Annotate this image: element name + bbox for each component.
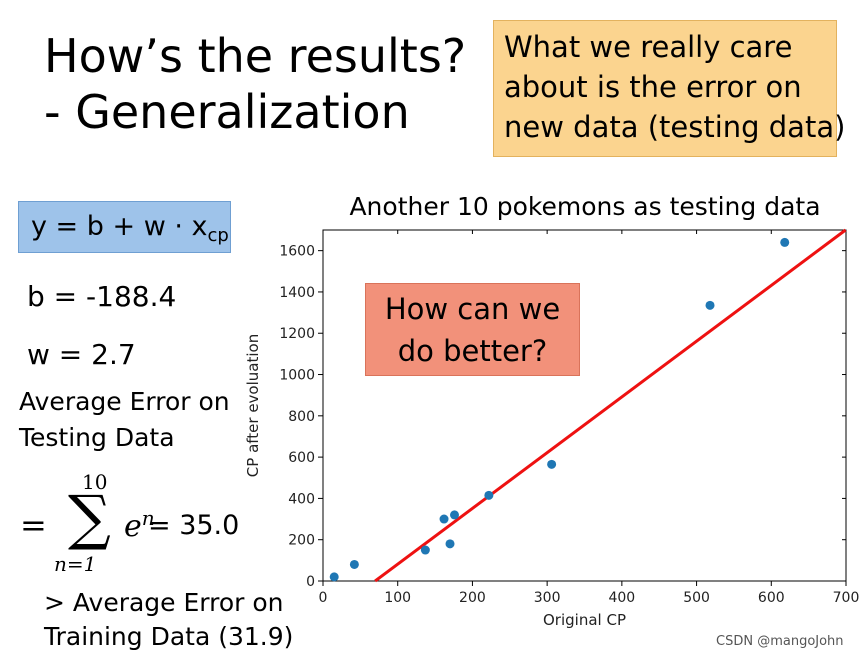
x-tick-label: 0 [319,590,328,606]
testing-error-callout: What we really care about is the error o… [493,20,846,157]
data-point [445,539,455,549]
x-tick-label: 300 [534,590,561,606]
callout-mid-line: How can we [384,292,561,326]
model-formula: y = b + w · xcp [18,201,231,253]
y-tick-label: 1600 [279,244,315,260]
y-tick-label: 1000 [279,368,315,384]
sum-lower-bound: n=1 [54,552,97,576]
avg-error-testing-label: Average Error on Testing Data [19,384,230,456]
callout-mid-line: do better? [397,334,548,368]
avg-train-line: > Average Error on [44,588,284,617]
watermark: CSDN @mangoJohn [716,634,844,649]
sum-upper-bound: 10 [82,470,108,494]
scatter-chart: 0 100 200 300 400 500 600 700 0 200 400 600 800 1000 1… [244,228,860,629]
avg-test-line: Average Error on [19,387,230,416]
y-tick-label: 200 [288,533,315,549]
y-tick-label: 1400 [279,285,315,301]
x-axis-label: Original CP [543,611,626,629]
data-point [547,459,557,469]
data-point [329,572,339,582]
callout-line: new data (testing data) [504,110,846,144]
data-point [420,545,430,555]
data-point [484,490,494,500]
x-tick-label: 600 [758,590,785,606]
term-base: e [124,509,142,544]
avg-test-line: Testing Data [19,423,175,452]
x-tick-label: 400 [608,590,635,606]
y-axis-label: CP after evoluation [244,334,262,477]
term-exponent: n [141,506,155,530]
data-point [439,514,449,524]
callout-line: about is the error on [504,70,802,104]
error-sum-expression: = 10 ∑ n=1 en = 35.0 [20,470,260,580]
sum-value: = 35.0 [148,510,240,541]
y-tick-label: 800 [288,409,315,425]
x-tick-label: 500 [683,590,710,606]
x-tick-label: 700 [833,590,860,606]
avg-error-training-label: > Average Error on Training Data (31.9) [44,586,293,654]
b-value: b = -188.4 [27,280,177,313]
sum-term: en [124,506,155,544]
title-line-1: How’s the results? [44,29,467,83]
formula-subscript: cp [207,225,229,246]
w-value: w = 2.7 [27,338,136,371]
x-tick-label: 200 [459,590,486,606]
y-tick-label: 1200 [279,326,315,342]
sigma-symbol: ∑ [68,483,111,553]
chart-title: Another 10 pokemons as testing data [349,192,821,221]
title-line-2: - Generalization [44,85,410,139]
slide-title: How’s the results? - Generalization [44,28,474,140]
x-tick-label: 100 [384,590,411,606]
sum-equals: = [20,506,47,544]
avg-train-line: Training Data (31.9) [44,622,294,651]
plot-frame [322,229,847,582]
data-point [449,510,459,520]
regression-line [374,228,847,583]
callout-line: What we really care [504,30,793,64]
y-tick-label: 400 [288,491,315,507]
plot-area: 0 100 200 300 400 500 600 700 0 200 400 600 800 1000 1… [244,228,860,629]
data-point [705,300,715,310]
do-better-callout: How can we do better? [365,283,580,376]
y-tick-label: 600 [288,450,315,466]
formula-text: y = b + w · x [31,211,208,242]
y-tick-label: 0 [306,574,315,590]
data-point [780,237,790,247]
data-point [349,559,359,569]
